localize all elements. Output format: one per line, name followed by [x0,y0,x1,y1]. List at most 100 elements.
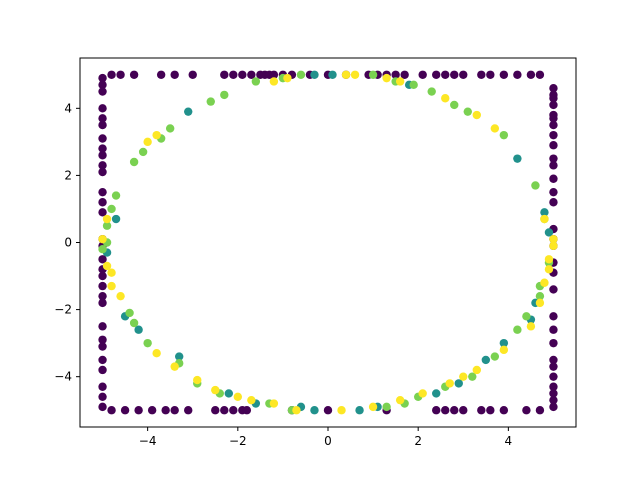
data-points [98,70,558,415]
scatter-point [98,187,107,197]
scatter-point [98,271,107,281]
scatter-point [535,70,545,79]
x-tick-label: 0 [324,434,332,448]
scatter-point [540,278,549,287]
scatter-point [549,402,558,412]
scatter-point [549,312,558,321]
scatter-point [499,338,509,348]
scatter-point [549,234,558,244]
scatter-point [98,120,107,130]
scatter-point [513,154,522,163]
scatter-point [165,124,175,133]
scatter-point [549,94,558,103]
scatter-point [549,141,558,150]
scatter-point [102,261,112,271]
scatter-point [535,298,545,308]
scatter-point [459,406,468,415]
scatter-point [292,406,301,415]
scatter-point [418,389,427,398]
scatter-point [522,406,531,415]
scatter-point [138,147,148,157]
scatter-point [98,234,107,244]
scatter-point [152,349,161,358]
scatter-point [450,406,459,415]
scatter-point [98,382,107,391]
x-tick-label: 4 [505,434,513,448]
scatter-point [220,70,229,79]
x-tick-label: 2 [414,434,422,448]
y-tick-label: −2 [54,303,72,317]
scatter-point [152,130,161,140]
scatter-point [441,70,450,79]
scatter-point [98,161,107,170]
scatter-point [134,325,143,334]
scatter-point [98,355,107,365]
scatter-point [337,406,346,415]
scatter-point [549,154,558,163]
scatter-point [513,325,522,334]
scatter-point [251,77,261,86]
scatter-point [540,208,549,217]
scatter-point [229,70,238,79]
x-axis-ticks: −4 −2 0 2 4 [139,427,512,448]
scatter-point [170,406,179,415]
scatter-point [98,73,107,83]
scatter-point [490,352,500,361]
scatter-point [98,114,107,123]
scatter-point [450,70,459,79]
scatter-point [98,342,107,351]
scatter-point [310,70,319,79]
scatter-point [120,406,130,415]
scatter-point [107,268,116,277]
scatter-point [499,406,509,415]
scatter-point [459,70,468,79]
scatter-point [368,402,378,412]
scatter-point [544,265,554,274]
scatter-point [184,107,193,116]
scatter-point [341,70,351,79]
scatter-point [549,395,558,405]
scatter-point [549,241,558,251]
scatter-point [540,214,549,224]
scatter-point [441,94,450,103]
scatter-point [161,406,170,415]
scatter-point [98,392,107,402]
scatter-point [481,355,491,365]
scatter-point [310,406,319,415]
scatter-point [242,406,252,415]
scatter-point [102,214,112,224]
scatter-point [549,338,558,348]
scatter-point [247,70,256,79]
scatter-point [535,291,545,301]
scatter-point [400,70,409,79]
scatter-point [98,281,107,291]
scatter-point [472,110,481,120]
scatter-point [206,97,215,106]
scatter-point [535,406,545,415]
scatter-point [98,298,107,308]
scatter-point [499,345,509,355]
scatter-point [490,124,500,133]
scatter-point [98,87,107,96]
scatter-point [549,174,558,183]
scatter-point [445,379,454,388]
x-tick-label: −4 [139,434,157,448]
scatter-point [98,167,107,177]
scatter-point [441,406,450,415]
scatter-point [220,90,229,100]
scatter-point [459,372,468,381]
scatter-point [98,151,107,160]
scatter-point [184,406,193,415]
scatter-point [522,312,531,321]
scatter-point [156,70,166,79]
scatter-point [549,389,558,398]
scatter-point [98,335,107,344]
scatter-point [427,87,436,96]
scatter-point [107,281,116,291]
scatter-point [499,130,509,140]
scatter-point [549,100,558,110]
scatter-point [350,70,360,79]
scatter-point [107,204,116,214]
